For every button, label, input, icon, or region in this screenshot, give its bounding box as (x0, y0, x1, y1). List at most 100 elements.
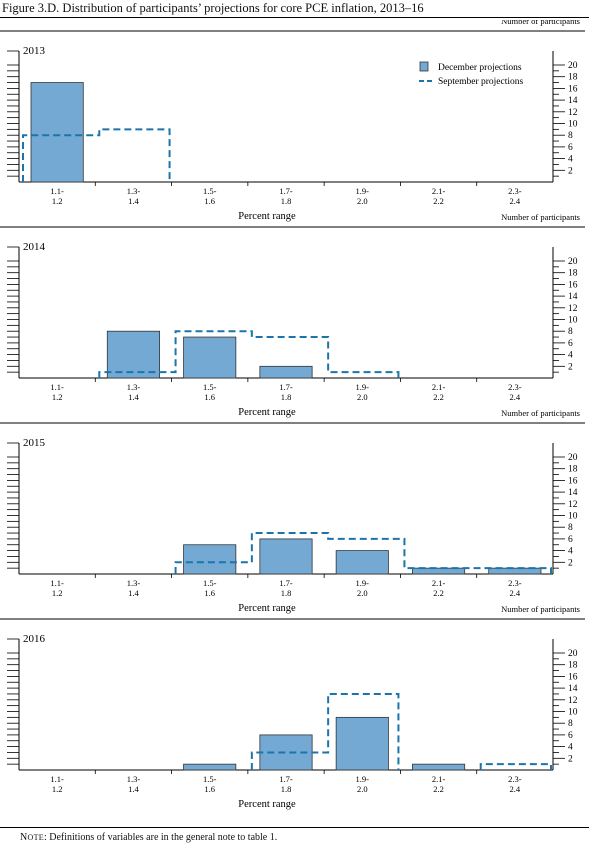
y-tick-label: 14 (568, 292, 578, 302)
x-tick-label: 1.9-2.0 (356, 578, 370, 598)
y-tick-label: 6 (568, 731, 573, 741)
y-tick-label: 16 (568, 476, 578, 486)
y-tick-label: 6 (568, 143, 573, 153)
y-tick-label: 2 (568, 362, 573, 372)
y-tick-label: 8 (568, 131, 573, 141)
y-tick-label: 12 (568, 304, 578, 314)
y-tick-label: 16 (568, 84, 578, 94)
y-tick-label: 2 (568, 166, 573, 176)
y-tick-label: 6 (568, 339, 573, 349)
december-bar (183, 336, 237, 379)
note-prefix: NOTE (20, 832, 44, 843)
y-tick-label: 18 (568, 465, 578, 475)
x-tick-label: 2.3-2.4 (508, 578, 522, 598)
x-tick-label: 1.7-1.8 (279, 186, 293, 206)
x-tick-label: 1.3-1.4 (127, 186, 141, 206)
x-tick-label: 1.5-1.6 (203, 382, 217, 402)
y-tick-label: 2 (568, 754, 573, 764)
chart-panel-2013: Number of participants201324681012141618… (0, 20, 585, 222)
x-tick-label: 1.1-1.2 (50, 186, 64, 206)
panel-label: 2014 (23, 241, 46, 253)
december-bar (106, 330, 160, 379)
note-rule (0, 827, 589, 828)
y-tick-label: 10 (568, 512, 578, 522)
chart-panel-2016: Number of participants201624681012141618… (0, 604, 585, 810)
december-bar (259, 538, 313, 575)
x-tick-label: 1.7-1.8 (279, 774, 293, 794)
y-tick-label: 4 (568, 547, 573, 557)
y-tick-label: 14 (568, 488, 578, 498)
chart-panel-2015: Number of participants201524681012141618… (0, 408, 585, 614)
chart-panel-2014: Number of participants201424681012141618… (0, 212, 585, 418)
x-tick-label: 2.3-2.4 (508, 774, 522, 794)
y-tick-label: 6 (568, 535, 573, 545)
x-tick-label: 1.7-1.8 (279, 382, 293, 402)
september-step-line (98, 330, 400, 378)
x-axis-title: Percent range (238, 603, 296, 614)
legend-september-label: September projections (438, 77, 524, 87)
december-bar (183, 544, 237, 575)
y-axis-title: Number of participants (501, 212, 580, 222)
y-tick-label: 4 (568, 743, 573, 753)
x-tick-label: 2.1-2.2 (432, 774, 446, 794)
december-bar (183, 763, 237, 771)
title-rule (0, 17, 589, 18)
y-tick-label: 12 (568, 108, 578, 118)
x-tick-label: 2.3-2.4 (508, 186, 522, 206)
y-tick-label: 4 (568, 351, 573, 361)
x-tick-label: 1.5-1.6 (203, 578, 217, 598)
footnote: NOTE: Definitions of variables are in th… (20, 832, 277, 843)
x-tick-label: 1.1-1.2 (50, 382, 64, 402)
x-tick-label: 1.3-1.4 (127, 774, 141, 794)
y-axis-title: Number of participants (501, 20, 580, 26)
y-tick-label: 18 (568, 661, 578, 671)
y-tick-label: 4 (568, 155, 573, 165)
y-tick-label: 8 (568, 327, 573, 337)
x-tick-label: 1.9-2.0 (356, 774, 370, 794)
september-step-line (22, 128, 171, 182)
december-bar (488, 567, 542, 575)
y-tick-label: 8 (568, 719, 573, 729)
y-tick-label: 16 (568, 280, 578, 290)
y-tick-label: 10 (568, 316, 578, 326)
legend-december-label: December projections (438, 63, 522, 73)
y-tick-label: 18 (568, 73, 578, 83)
x-tick-label: 2.1-2.2 (432, 186, 446, 206)
december-bar (412, 763, 466, 771)
x-tick-label: 1.5-1.6 (203, 186, 217, 206)
y-tick-label: 18 (568, 269, 578, 279)
y-axis-title: Number of participants (501, 408, 580, 418)
x-tick-label: 1.1-1.2 (50, 578, 64, 598)
december-bar (30, 82, 84, 183)
x-tick-label: 2.3-2.4 (508, 382, 522, 402)
y-tick-label: 20 (568, 257, 578, 267)
x-tick-label: 1.3-1.4 (127, 578, 141, 598)
figure-title: Figure 3.D. Distribution of participants… (2, 1, 424, 15)
x-tick-label: 1.9-2.0 (356, 186, 370, 206)
x-tick-label: 2.1-2.2 (432, 382, 446, 402)
chart-area: Number of participants201324681012141618… (0, 20, 585, 810)
y-tick-label: 14 (568, 96, 578, 106)
x-axis-title: Percent range (238, 407, 296, 418)
x-axis-title: Percent range (238, 211, 296, 222)
x-tick-label: 1.5-1.6 (203, 774, 217, 794)
x-axis-title: Percent range (238, 799, 296, 810)
x-tick-label: 1.9-2.0 (356, 382, 370, 402)
y-tick-label: 20 (568, 61, 578, 71)
december-bar (335, 716, 389, 771)
september-step-line (174, 532, 552, 574)
y-tick-label: 12 (568, 500, 578, 510)
y-tick-label: 20 (568, 453, 578, 463)
y-tick-label: 14 (568, 684, 578, 694)
x-tick-label: 1.3-1.4 (127, 382, 141, 402)
september-step-line (250, 692, 552, 770)
x-tick-label: 1.7-1.8 (279, 578, 293, 598)
x-tick-label: 1.1-1.2 (50, 774, 64, 794)
december-bar (259, 365, 313, 379)
y-tick-label: 10 (568, 120, 578, 130)
panel-label: 2013 (23, 45, 46, 57)
legend-bar-swatch (419, 61, 429, 72)
panel-label: 2015 (23, 437, 46, 449)
y-tick-label: 10 (568, 708, 578, 718)
december-bar (335, 550, 389, 575)
